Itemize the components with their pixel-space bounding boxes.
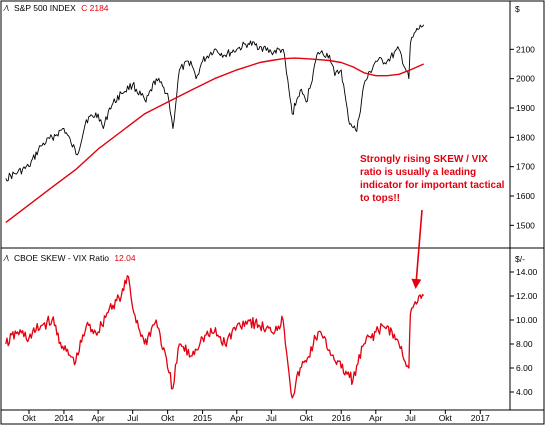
ratio-y-tick-label: 8.00 (516, 339, 533, 349)
x-tick-label: Apr (230, 413, 243, 423)
ratio-legend-glyph: ⁄\ (3, 253, 9, 263)
ratio-panel: 4.00 6.00 8.00 10.00 12.00 14.00 $/- ⁄\ CBOE … (3, 248, 538, 410)
sp500-series (5, 24, 425, 223)
annotation-line-1: Strongly rising SKEW / VIX (360, 154, 488, 165)
x-tick-label: Okt (300, 413, 314, 423)
x-tick-label: Apr (369, 413, 382, 423)
sp500-y-tick-label: 1700 (516, 162, 535, 172)
x-axis-ticks: Okt 2014 Apr Jul Okt 2015 Apr Jul Okt 2016 Apr Jul O… (22, 410, 490, 423)
svg-text:CBOE SKEW - VIX Ratio: CBOE SKEW - VIX Ratio 12.04 (14, 253, 136, 263)
ratio-y-tick-label: 12.00 (516, 291, 538, 301)
x-tick-label: Jul (266, 413, 277, 423)
sp500-y-ticks: 1500 1600 1700 1800 1900 2000 2100 (510, 44, 535, 230)
x-tick-label: Okt (22, 413, 36, 423)
x-tick-label: Okt (161, 413, 175, 423)
ratio-legend-label: CBOE SKEW - VIX Ratio (14, 253, 109, 263)
sp500-y-tick-label: 1500 (516, 220, 535, 230)
ratio-legend: ⁄\ CBOE SKEW - VIX Ratio 12.04 (3, 253, 136, 263)
sp500-legend-label: S&P 500 INDEX (14, 3, 76, 13)
sp500-y-tick-label: 1800 (516, 132, 535, 142)
sp500-unit-label: $ (515, 4, 520, 14)
sp500-y-tick-label: 1900 (516, 103, 535, 113)
sp500-panel: 1500 1600 1700 1800 1900 2000 2100 $ ⁄\ S&P 50… (3, 1, 535, 248)
ratio-unit-label: $/- (515, 254, 525, 264)
sp500-legend-glyph: ⁄\ (3, 3, 9, 13)
ratio-y-tick-label: 6.00 (516, 363, 533, 373)
x-tick-label: Okt (439, 413, 453, 423)
sp500-last-value: C 2184 (81, 3, 109, 13)
x-tick-label: Jul (127, 413, 138, 423)
ratio-y-ticks: 4.00 6.00 8.00 10.00 12.00 14.00 (510, 267, 538, 397)
ratio-last-value: 12.04 (114, 253, 136, 263)
ratio-y-tick-label: 4.00 (516, 387, 533, 397)
annotation-arrow (411, 209, 423, 289)
annotation-line-3: indicator for important tactical (360, 180, 505, 191)
svg-text:S&P 500 INDEX C 2184: S&P 500 INDEX C 2184 (14, 3, 109, 13)
annotation: Strongly rising SKEW / VIX ratio is usua… (360, 154, 505, 289)
sp500-y-tick-label: 1600 (516, 191, 535, 201)
x-tick-label: 2016 (332, 413, 351, 423)
sp500-legend: ⁄\ S&P 500 INDEX C 2184 (3, 3, 109, 13)
ratio-y-tick-label: 14.00 (516, 267, 538, 277)
x-tick-label: Jul (405, 413, 416, 423)
x-tick-label: Apr (91, 413, 104, 423)
sp500-price-line (5, 24, 425, 182)
sp500-y-tick-label: 2000 (516, 74, 535, 84)
sp500-y-tick-label: 2100 (516, 44, 535, 54)
ratio-ratio-line (5, 275, 425, 399)
ratio-y-tick-label: 10.00 (516, 315, 538, 325)
ratio-series (5, 275, 425, 399)
x-tick-label: 2017 (471, 413, 490, 423)
sp500-moving-average-line (5, 57, 424, 223)
x-tick-label: 2014 (54, 413, 73, 423)
x-tick-label: 2015 (193, 413, 212, 423)
annotation-line-2: ratio is usually a leading (360, 167, 476, 178)
annotation-line-4: to tops!! (360, 193, 400, 204)
